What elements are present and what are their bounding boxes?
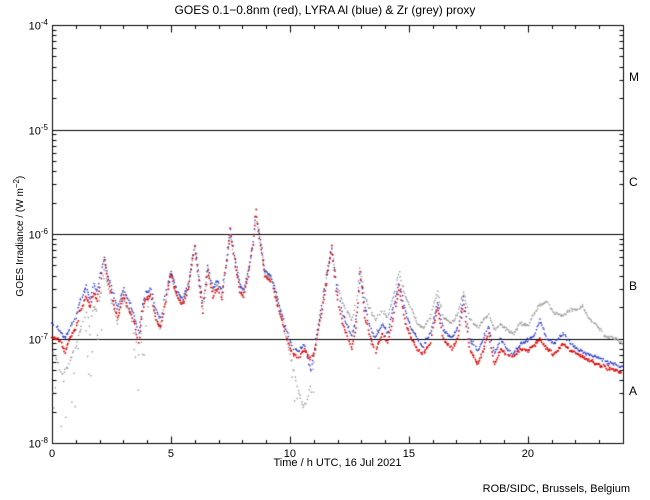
x-axis-title: Time / h UTC, 16 Jul 2021 (273, 457, 402, 469)
y-tick-label-1e-4: 10-4 (28, 18, 48, 33)
x-tick-label-20: 20 (521, 448, 534, 460)
y-tick-label-1e-5: 10-5 (28, 122, 48, 138)
x-tick-label-10: 10 (283, 448, 297, 460)
y-tick-label-1e-6: 10-6 (28, 227, 48, 242)
y-axis-title-text: GOES Irradiance / (W m (15, 188, 27, 297)
y-tick-label-1e-8: 10-8 (28, 436, 48, 451)
y-axis-title-exponent: −2 (11, 179, 21, 189)
flare-class-label-C: C (629, 174, 638, 189)
flare-class-label-A: A (629, 383, 638, 398)
flare-class-label-M: M (629, 70, 639, 85)
chart-title: GOES 0.1−0.8nm (red), LYRA Al (blue) & Z… (174, 3, 476, 17)
x-tick-label-15: 15 (402, 448, 415, 460)
credit-line: ROB/SIDC, Brussels, Belgium (482, 483, 630, 495)
y-axis-title-text: ) (15, 175, 27, 180)
flare-class-label-B: B (629, 279, 638, 294)
x-tick-label-0: 0 (48, 448, 56, 460)
x-tick-label-5: 5 (167, 448, 175, 460)
y-tick-label-1e-7: 10-7 (28, 331, 48, 347)
